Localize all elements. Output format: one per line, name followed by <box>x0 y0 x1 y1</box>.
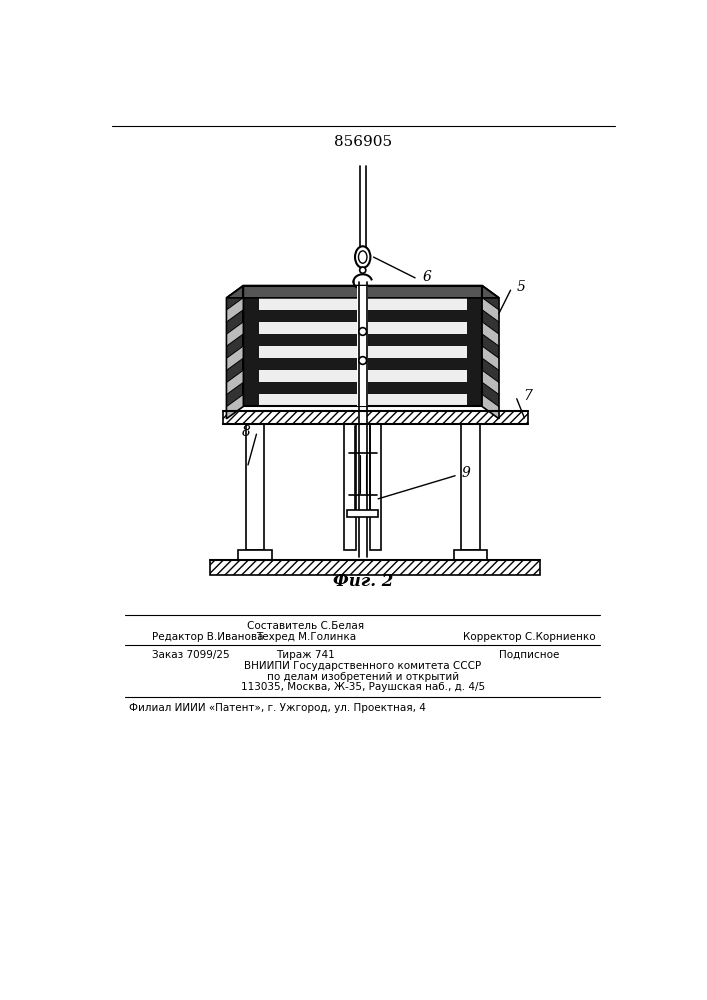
Bar <box>243 286 482 298</box>
Bar <box>243 382 482 394</box>
Text: 113035, Москва, Ж-35, Раушская наб., д. 4/5: 113035, Москва, Ж-35, Раушская наб., д. … <box>240 682 485 692</box>
Polygon shape <box>226 346 243 370</box>
Bar <box>223 411 528 424</box>
Circle shape <box>360 267 366 273</box>
Text: Фиг. 2: Фиг. 2 <box>332 574 393 590</box>
Text: 9: 9 <box>461 466 470 480</box>
Polygon shape <box>482 346 499 370</box>
Bar <box>467 370 482 382</box>
Text: 8: 8 <box>243 425 251 439</box>
Bar <box>243 334 482 346</box>
Bar <box>370 424 381 550</box>
Bar <box>246 424 264 550</box>
Text: Заказ 7099/25: Заказ 7099/25 <box>152 650 229 660</box>
Polygon shape <box>482 370 499 395</box>
Bar <box>259 298 467 310</box>
Polygon shape <box>226 322 243 346</box>
Polygon shape <box>482 298 499 322</box>
Bar <box>259 322 467 334</box>
Text: Корректор С.Корниенко: Корректор С.Корниенко <box>462 632 595 642</box>
Bar <box>243 286 482 406</box>
Text: 856905: 856905 <box>334 135 392 149</box>
Text: 5: 5 <box>517 280 525 294</box>
Text: 7: 7 <box>523 389 532 403</box>
Bar <box>259 394 467 406</box>
Ellipse shape <box>358 251 367 263</box>
Text: Подписное: Подписное <box>499 650 559 660</box>
Text: Редактор В.Иванова: Редактор В.Иванова <box>152 632 263 642</box>
Bar <box>347 510 378 517</box>
Bar <box>243 310 482 322</box>
Polygon shape <box>226 286 499 298</box>
Bar <box>243 322 259 334</box>
Polygon shape <box>226 298 243 322</box>
Bar <box>243 286 482 406</box>
Bar <box>467 322 482 334</box>
Bar <box>357 286 368 406</box>
Bar <box>467 394 482 406</box>
Bar <box>243 358 482 370</box>
Bar <box>210 560 540 575</box>
Polygon shape <box>482 286 499 419</box>
Text: Тираж 741: Тираж 741 <box>276 650 335 660</box>
Bar <box>243 298 259 310</box>
Polygon shape <box>226 286 243 419</box>
Polygon shape <box>226 370 243 395</box>
Text: Техред М.Голинка: Техред М.Голинка <box>256 632 356 642</box>
Circle shape <box>359 357 366 364</box>
Polygon shape <box>482 322 499 346</box>
Polygon shape <box>482 394 499 419</box>
Bar <box>467 346 482 358</box>
Bar <box>243 346 259 358</box>
Text: по делам изобретений и открытий: по делам изобретений и открытий <box>267 672 459 682</box>
Bar <box>358 411 368 550</box>
Text: Филиал ИИИИ «Патент», г. Ужгород, ул. Проектная, 4: Филиал ИИИИ «Патент», г. Ужгород, ул. Пр… <box>129 703 426 713</box>
Text: 6: 6 <box>423 270 432 284</box>
Circle shape <box>359 328 366 335</box>
Polygon shape <box>226 394 243 419</box>
Text: ВНИИПИ Государственного комитета СССР: ВНИИПИ Государственного комитета СССР <box>244 661 481 671</box>
Bar <box>243 394 259 406</box>
Ellipse shape <box>355 246 370 268</box>
Bar <box>454 550 487 560</box>
Bar <box>238 550 272 560</box>
Bar <box>467 298 482 310</box>
Bar <box>259 370 467 382</box>
Bar <box>461 424 480 550</box>
Bar <box>344 424 356 550</box>
Bar <box>243 370 259 382</box>
Text: Составитель С.Белая: Составитель С.Белая <box>247 621 364 631</box>
Bar <box>259 346 467 358</box>
